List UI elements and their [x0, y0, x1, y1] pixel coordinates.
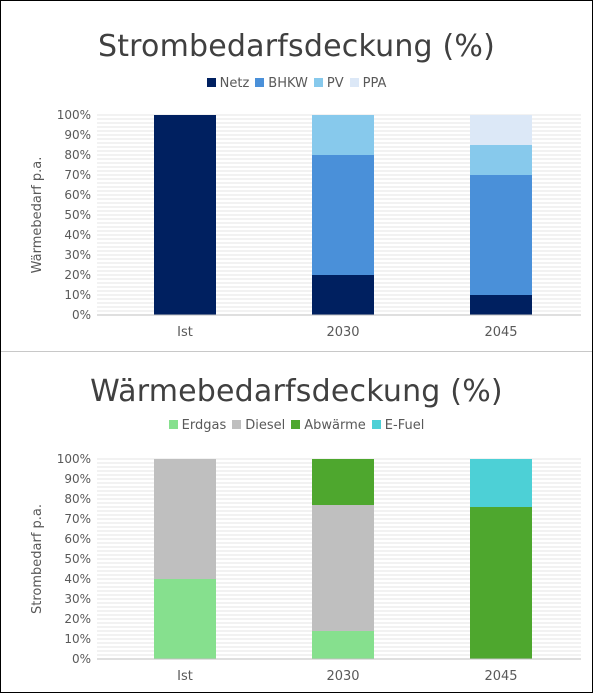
legend-label: PPA	[362, 76, 387, 91]
y-tick-label: 20%	[64, 268, 91, 282]
legend-item: Diesel	[232, 418, 285, 433]
legend-swatch	[168, 420, 178, 429]
chart-plot: 0% 10% 20% 30% 40% 50% 60% 70% 80% 90% 100% Wärmebe…	[30, 108, 581, 340]
legend-swatch	[232, 420, 242, 429]
bar-segment-bhkw	[312, 155, 374, 275]
y-tick-label: 80%	[64, 148, 91, 162]
bar-segment-netz	[470, 295, 532, 315]
legend-item: E-Fuel	[371, 418, 425, 433]
y-axis-label: Wärmebedarf p.a.	[30, 157, 45, 274]
y-tick-label: 20%	[64, 612, 91, 626]
y-tick-label: 60%	[64, 532, 91, 546]
legend-item: PPA	[349, 76, 387, 91]
x-tick-label: 2045	[484, 325, 517, 340]
y-tick-label: 30%	[64, 592, 91, 606]
y-tick-label: 0%	[72, 652, 91, 666]
bar-segment-netz	[154, 115, 216, 315]
chart-panel-waerme: Wärmebedarfsdeckung (%) Erdgas Diesel Abwä…	[1, 351, 592, 693]
y-tick-label: 60%	[64, 188, 91, 202]
bar-segment-erdgas	[312, 631, 374, 659]
y-tick-label: 90%	[64, 128, 91, 142]
y-tick-label: 50%	[64, 552, 91, 566]
bar-segment-e-fuel	[470, 459, 532, 507]
y-tick-label: 40%	[64, 228, 91, 242]
legend-item: BHKW	[255, 76, 308, 91]
y-tick-label: 40%	[64, 572, 91, 586]
legend-swatch	[371, 420, 381, 429]
bar-segment-ppa	[470, 115, 532, 145]
legend-label: BHKW	[268, 76, 308, 91]
chart-title: Wärmebedarfsdeckung (%)	[90, 374, 503, 409]
x-tick-label: Ist	[177, 669, 193, 684]
y-tick-label: 0%	[72, 308, 91, 322]
chart-legend: Erdgas Diesel Abwärme E-Fuel	[1, 418, 592, 433]
y-tick-label: 70%	[64, 168, 91, 182]
legend-swatch	[313, 78, 323, 87]
legend-swatch	[349, 78, 359, 87]
bar-segment-diesel	[154, 459, 216, 579]
legend-item: Abwärme	[291, 418, 366, 433]
y-tick-label: 50%	[64, 208, 91, 222]
legend-swatch	[291, 420, 301, 429]
chart-plot: 0% 10% 20% 30% 40% 50% 60% 70% 80% 90% 100% Strombe…	[30, 452, 581, 684]
legend-item: PV	[313, 76, 344, 91]
y-tick-label: 10%	[64, 632, 91, 646]
bar-segment-pv	[470, 145, 532, 175]
legend-label: Abwärme	[304, 418, 366, 433]
bar-segment-erdgas	[154, 579, 216, 659]
legend-label: Erdgas	[181, 418, 227, 433]
chart-legend: Netz BHKW PV PPA	[1, 76, 592, 91]
chart-panel-strom: Strombedarfsdeckung (%) Netz BHKW PV PPA 0%…	[1, 1, 592, 351]
y-tick-label: 70%	[64, 512, 91, 526]
y-tick-label: 90%	[64, 472, 91, 486]
y-tick-label: 100%	[57, 452, 91, 466]
y-tick-label: 30%	[64, 248, 91, 262]
legend-label: E-Fuel	[384, 418, 425, 433]
y-tick-label: 100%	[57, 108, 91, 122]
y-axis-label: Strombedarf p.a.	[30, 504, 45, 614]
legend-label: Diesel	[245, 418, 286, 433]
x-tick-label: Ist	[177, 325, 193, 340]
x-tick-label: 2030	[326, 325, 359, 340]
legend-item: Erdgas	[168, 418, 227, 433]
bar-segment-pv	[312, 115, 374, 155]
bar-segment-netz	[312, 275, 374, 315]
x-tick-label: 2030	[326, 669, 359, 684]
y-tick-label: 10%	[64, 288, 91, 302]
legend-label: Netz	[219, 76, 250, 91]
bar-segment-diesel	[312, 505, 374, 631]
bar-segment-abw-rme	[312, 459, 374, 505]
y-tick-label: 80%	[64, 492, 91, 506]
legend-label: PV	[326, 76, 344, 91]
legend-swatch	[206, 78, 216, 87]
x-tick-label: 2045	[484, 669, 517, 684]
chart-title: Strombedarfsdeckung (%)	[97, 29, 496, 64]
bar-segment-bhkw	[470, 175, 532, 295]
legend-item: Netz	[206, 76, 250, 91]
legend-swatch	[255, 78, 265, 87]
bar-segment-abw-rme	[470, 507, 532, 659]
